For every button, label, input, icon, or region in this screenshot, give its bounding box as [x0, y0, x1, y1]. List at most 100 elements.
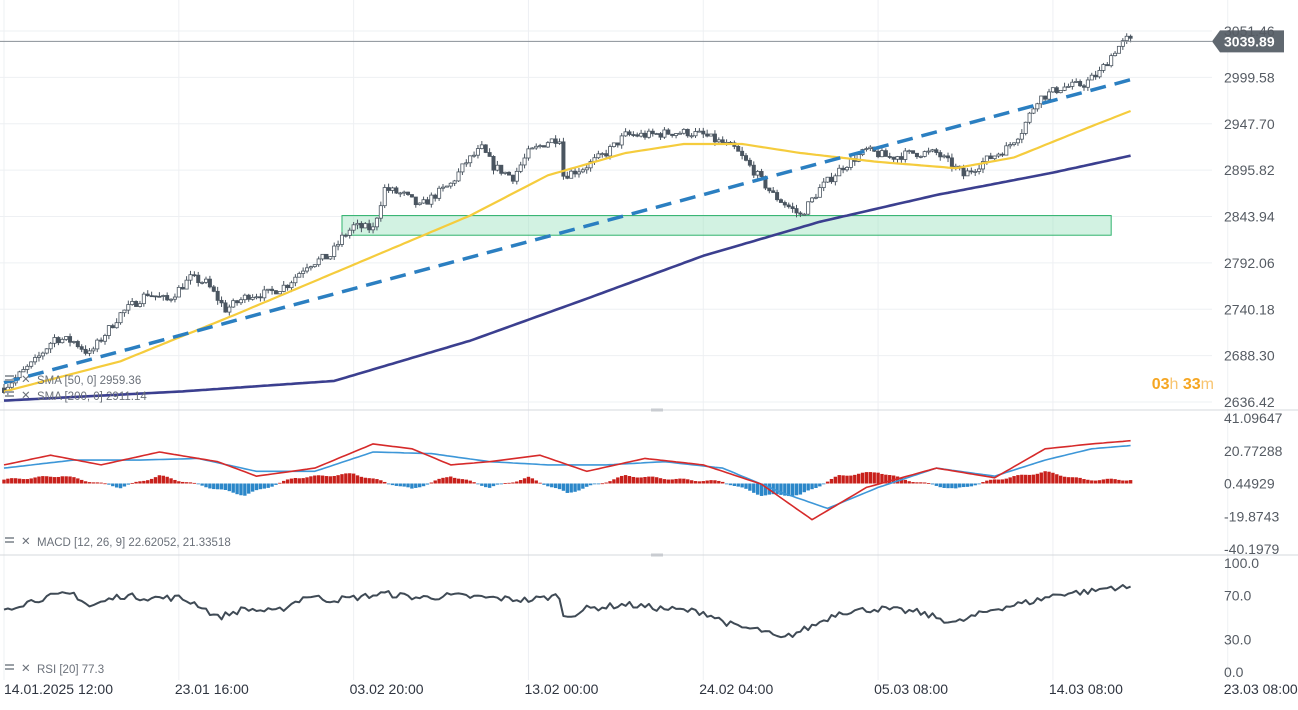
macd-histogram-bar: [880, 473, 884, 484]
candle-body: [402, 191, 407, 194]
support-zone-rect[interactable]: [341, 215, 1112, 236]
macd-histogram-bar: [705, 480, 709, 484]
sma-50-legend-label: SMA [50, 0] 2959.36: [37, 375, 141, 387]
candle-body: [635, 134, 640, 137]
candle-body: [367, 223, 372, 231]
candle-body: [9, 382, 14, 388]
candle-body: [390, 187, 395, 191]
candle-body: [736, 146, 741, 152]
macd-histogram-bar: [208, 483, 212, 489]
candle-body: [782, 202, 787, 206]
rsi-legend-icons[interactable]: ✕: [5, 663, 31, 675]
macd-histogram-bar: [864, 472, 869, 484]
close-icon[interactable]: ✕: [21, 374, 31, 386]
macd-histogram-bar: [1062, 476, 1067, 484]
menu-icon[interactable]: [5, 664, 14, 666]
menu-icon[interactable]: [5, 391, 14, 393]
macd-histogram-bar: [452, 477, 457, 484]
candle-body: [118, 312, 123, 324]
candle-body: [417, 202, 422, 206]
candle-body: [371, 226, 376, 231]
candle-body: [1050, 87, 1055, 93]
legend-layer: ✕ SMA [50, 0] 2959.36 ✕ SMA [200, 0] 2911.1…: [5, 374, 231, 676]
macd-histogram-bar: [1109, 478, 1113, 484]
macd-histogram-bar: [355, 475, 360, 484]
sma-200-legend-icons[interactable]: ✕: [5, 390, 31, 402]
candle-body: [685, 128, 690, 137]
menu-icon[interactable]: [5, 537, 14, 539]
candle-body: [662, 129, 667, 138]
candle-body: [137, 303, 142, 307]
candle-body: [219, 299, 224, 304]
macd-histogram-bar: [845, 475, 849, 484]
macd-histogram-bar: [1078, 477, 1082, 484]
close-icon[interactable]: ✕: [21, 536, 31, 548]
macd-histogram-bar: [45, 476, 49, 484]
macd-histogram-bar: [476, 483, 480, 485]
candle-body: [775, 192, 780, 201]
candle-body: [165, 295, 170, 301]
macd-histogram-bar: [942, 483, 946, 488]
sma-50-legend-icons[interactable]: ✕: [5, 374, 31, 386]
macd-histogram-bar: [787, 483, 791, 497]
candle-body: [514, 170, 519, 182]
candle-body: [918, 155, 923, 158]
menu-icon[interactable]: [5, 375, 14, 377]
candle-body: [883, 150, 888, 157]
macd-histogram-bar: [320, 475, 325, 484]
pane-resize-handle[interactable]: [651, 408, 663, 412]
close-icon[interactable]: ✕: [21, 663, 31, 675]
macd-histogram-bar: [697, 481, 702, 484]
candle-body: [134, 301, 139, 307]
macd-histogram-bar: [631, 476, 636, 484]
candle-body: [79, 346, 84, 350]
candle-body: [709, 133, 714, 137]
candle-body: [751, 164, 756, 176]
close-icon[interactable]: ✕: [21, 390, 31, 402]
macd-histogram-bar: [33, 477, 37, 484]
macd-histogram-bar: [227, 483, 232, 492]
macd-histogram-bar: [95, 482, 99, 484]
candle-body: [394, 187, 399, 194]
macd-histogram-bar: [215, 483, 220, 490]
macd-histogram-bar: [923, 482, 927, 484]
pane-resize-handle[interactable]: [651, 553, 663, 557]
rsi-layer: [3, 584, 1131, 639]
candle-body: [270, 288, 275, 292]
candle-body: [825, 176, 830, 183]
candle-body: [790, 206, 795, 209]
candle-body: [914, 152, 919, 158]
macd-histogram-bar: [289, 478, 294, 484]
candle-body: [75, 341, 80, 348]
candle-body: [864, 148, 869, 150]
macd-histogram-bar: [713, 480, 717, 484]
trendline[interactable]: [3, 77, 1132, 385]
candle-body: [549, 138, 554, 144]
countdown-hours-unit: h: [1169, 376, 1179, 393]
candle-body: [231, 300, 236, 308]
candle-body: [207, 278, 212, 288]
macd-histogram-bar: [278, 482, 282, 484]
candle-body: [25, 365, 30, 370]
macd-histogram-bar: [173, 479, 177, 484]
candle-body: [468, 155, 473, 164]
candle-body: [984, 155, 989, 162]
macd-histogram-bar: [142, 480, 146, 484]
macd-histogram-bar: [616, 477, 620, 484]
trendline-layer[interactable]: [3, 77, 1132, 385]
macd-histogram-bar: [518, 480, 523, 484]
macd-histogram-bar: [1121, 480, 1125, 484]
candle-body: [491, 156, 496, 171]
candle-body: [778, 199, 783, 203]
macd-histogram-bar: [651, 476, 655, 484]
candle-body: [619, 135, 624, 146]
support-zone-layer[interactable]: [341, 215, 1112, 236]
macd-legend-icons[interactable]: ✕: [5, 536, 31, 548]
macd-histogram-bar: [394, 483, 399, 486]
macd-histogram-bar: [99, 482, 103, 484]
candle-body: [895, 156, 900, 160]
candle-body: [320, 253, 325, 260]
